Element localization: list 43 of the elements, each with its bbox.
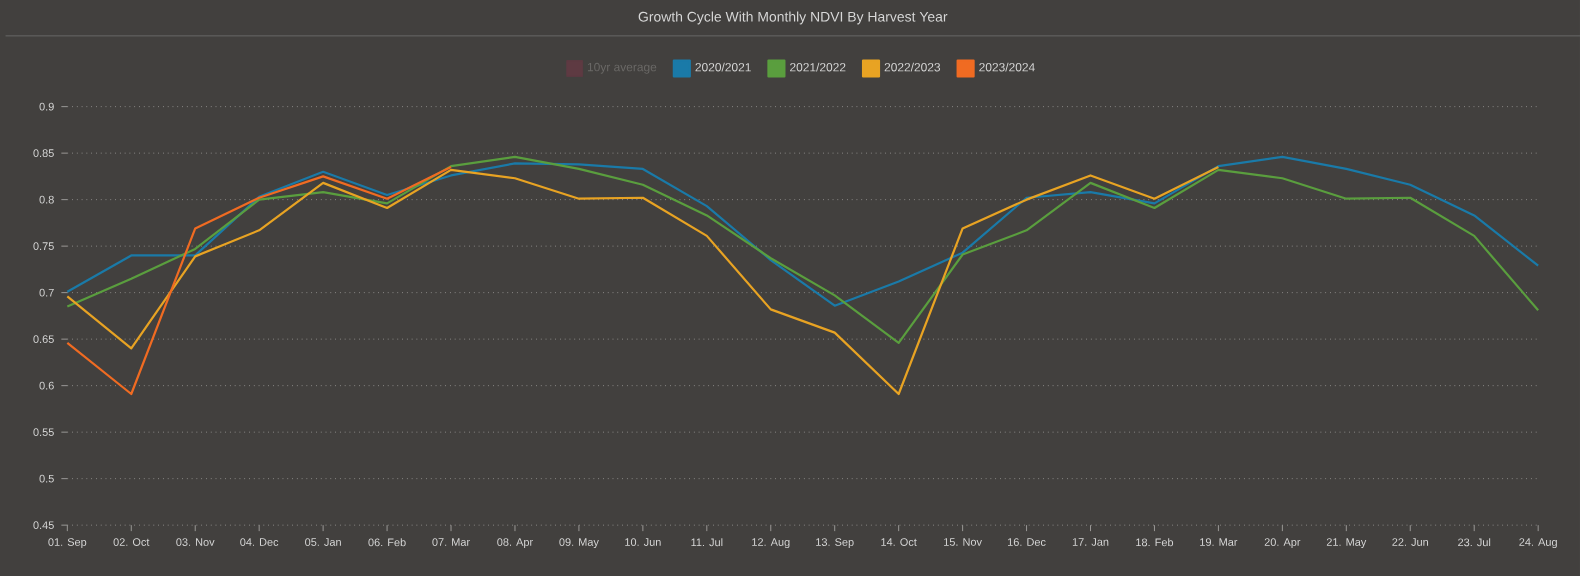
y-tick-label: 0.6 (39, 381, 54, 390)
x-tick-label: 11. Jul (691, 538, 723, 547)
x-tick-label: 23. Jul (1458, 538, 1491, 547)
x-tick-label: 06. Feb (368, 538, 406, 547)
legend-label: 2020/2021 (695, 62, 751, 72)
x-tick-label: 14. Oct (881, 538, 917, 546)
y-tick-label: 0.65 (33, 335, 54, 344)
y-tick-label: 0.7 (39, 288, 54, 297)
x-tick-label: 03. Nov (176, 538, 215, 546)
legend-label: 2022/2023 (884, 62, 941, 72)
x-tick-label: 13. Sep (816, 538, 854, 549)
y-tick-label: 0.45 (33, 521, 54, 530)
x-tick-label: 04. Dec (240, 538, 279, 546)
x-tick-label: 18. Feb (1136, 538, 1174, 547)
x-tick-label: 15. Nov (944, 538, 982, 546)
x-tick-label: 01. Sep (48, 538, 87, 549)
x-tick-label: 09. May (559, 538, 599, 549)
line-series (66, 165, 1220, 396)
x-tick-label: 07. Mar (432, 538, 470, 546)
y-tick-label: 0.9 (39, 102, 54, 111)
x-tick-label: 21. May (1326, 538, 1367, 549)
y-tick-label: 0.85 (33, 149, 54, 158)
x-tick-label: 22. Jun (1392, 538, 1429, 546)
chart-title: Growth Cycle With Monthly NDVI By Harvest Year (638, 11, 948, 25)
y-tick-label: 0.5 (39, 474, 54, 483)
y-tick-label: 0.55 (33, 428, 54, 437)
legend-label: 2021/2022 (790, 62, 846, 72)
legend-label: 2023/2024 (979, 62, 1035, 72)
x-tick-label: 05. Jan (305, 538, 341, 546)
x-tick-label: 12. Aug (752, 538, 790, 549)
x-tick-label: 20. Apr (1264, 538, 1301, 549)
x-tick-label: 16. Dec (1008, 538, 1046, 546)
line-series (66, 165, 453, 396)
x-tick-label: 08. Apr (497, 538, 533, 549)
line-series (66, 155, 1540, 307)
x-tick-label: 02. Oct (113, 538, 150, 546)
x-tick-label: 24. Aug (1519, 538, 1557, 549)
y-tick-label: 0.8 (39, 195, 54, 204)
y-tick-label: 0.75 (33, 242, 54, 251)
x-tick-label: 19. Mar (1200, 538, 1238, 546)
line-series (66, 155, 1540, 344)
x-tick-label: 17. Jan (1072, 538, 1109, 546)
x-tick-label: 10. Jun (625, 538, 661, 546)
